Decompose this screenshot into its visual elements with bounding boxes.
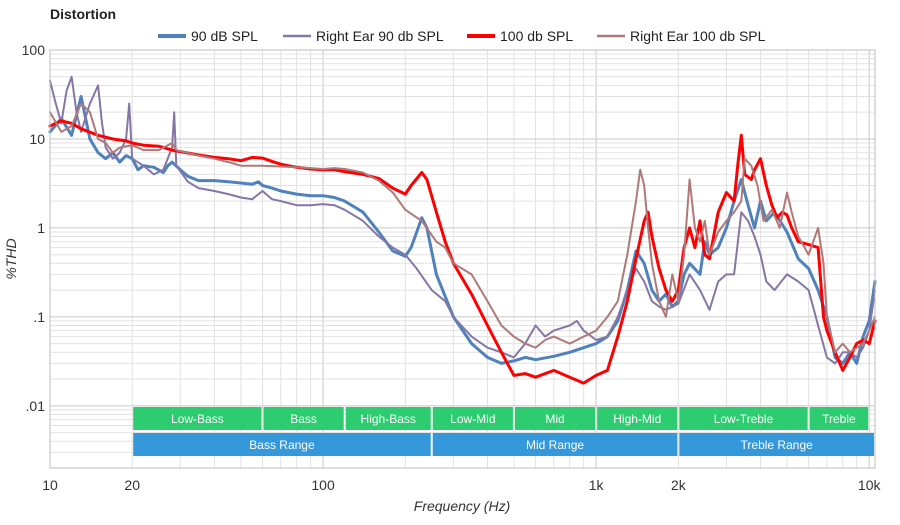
series-line (48, 119, 877, 385)
range-band: Low-Treble (679, 407, 808, 430)
range-band-rect (345, 407, 431, 430)
range-band-label: Low-Mid (450, 412, 495, 426)
range-band-rect (679, 407, 808, 430)
plot-frame (49, 49, 876, 469)
legend-label: 90 dB SPL (191, 28, 258, 44)
range-group: Mid Range (432, 433, 678, 456)
range-band: Low-Mid (432, 407, 513, 430)
x-tick-label: 10 (42, 477, 58, 493)
range-band: Low-Bass (133, 407, 262, 430)
range-band: Mid (514, 407, 596, 430)
range-band-label: Low-Treble (714, 412, 774, 426)
legend-label: Right Ear 90 db SPL (316, 28, 444, 44)
series-lines (48, 75, 877, 385)
range-band-rect (263, 407, 344, 430)
range-group-label: Bass Range (249, 438, 315, 452)
range-group-rect (432, 433, 678, 456)
legend-item: 100 db SPL (467, 28, 573, 44)
range-band-rect (133, 407, 262, 430)
range-band-label: Treble (822, 412, 856, 426)
range-band-rect (432, 407, 513, 430)
series-line (48, 95, 877, 365)
range-band: Treble (809, 407, 869, 430)
range-band-label: High-Bass (361, 412, 416, 426)
y-tick-label: 1 (37, 220, 45, 236)
range-group: Treble Range (679, 433, 874, 456)
range-group-label: Mid Range (526, 438, 584, 452)
range-band-label: Bass (290, 412, 317, 426)
legend-item: 90 dB SPL (158, 28, 258, 44)
range-band-rect (514, 407, 596, 430)
range-band-rect (809, 407, 869, 430)
range-band-label: Mid (545, 412, 564, 426)
x-tick-labels: 10 20 100 1k 2k 10k (42, 477, 881, 493)
x-tick-label: 1k (589, 477, 605, 493)
y-tick-label: 10 (29, 131, 45, 147)
range-bands: Low-Bass Bass High-Bass Low-Mid Mid High-Mid L… (133, 407, 874, 456)
series-line (49, 102, 876, 354)
range-band-label: High-Mid (613, 412, 661, 426)
y-tick-label: .1 (33, 309, 45, 325)
range-band: High-Mid (597, 407, 678, 430)
x-tick-label: 20 (124, 477, 140, 493)
x-tick-label: 2k (671, 477, 687, 493)
x-tick-label: 10k (858, 477, 882, 493)
chart-title: Distortion (50, 6, 116, 22)
legend-label: 100 db SPL (500, 28, 573, 44)
x-tick-label: 100 (311, 477, 335, 493)
y-tick-label: .01 (26, 398, 46, 414)
range-band-rect (597, 407, 678, 430)
legend-item: Right Ear 100 db SPL (597, 28, 766, 44)
legend-item: Right Ear 90 db SPL (283, 28, 444, 44)
y-axis-label: %THD (3, 238, 19, 279)
range-band-label: Low-Bass (171, 412, 224, 426)
x-axis-label: Frequency (Hz) (414, 498, 510, 514)
range-group-rect (679, 433, 874, 456)
range-group-rect (133, 433, 431, 456)
y-tick-labels: 100 10 1 .1 .01 (22, 42, 46, 414)
range-band: High-Bass (345, 407, 431, 430)
legend: 90 dB SPL Right Ear 90 db SPL 100 db SPL Ri… (158, 28, 766, 44)
y-tick-label: 100 (22, 42, 46, 58)
range-group: Bass Range (133, 433, 431, 456)
range-group-label: Treble Range (741, 438, 814, 452)
series-line (49, 75, 876, 365)
legend-label: Right Ear 100 db SPL (630, 28, 766, 44)
range-band: Bass (263, 407, 344, 430)
